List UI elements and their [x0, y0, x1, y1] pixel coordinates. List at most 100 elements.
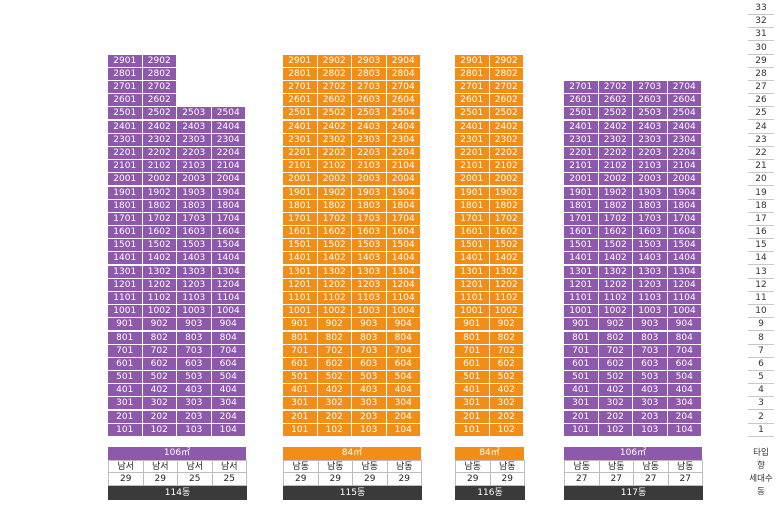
unit-cell[interactable]: 1802 — [317, 199, 352, 213]
unit-cell[interactable]: 2602 — [142, 94, 177, 108]
unit-cell[interactable]: 1602 — [489, 226, 524, 240]
unit-cell[interactable]: 2104 — [386, 160, 421, 174]
unit-cell[interactable]: 603 — [177, 357, 212, 371]
unit-cell[interactable]: 1602 — [317, 226, 352, 240]
unit-cell[interactable]: 1904 — [386, 186, 421, 200]
unit-cell[interactable]: 903 — [633, 318, 668, 332]
unit-cell[interactable]: 2304 — [211, 133, 246, 147]
unit-cell[interactable]: 1502 — [598, 239, 633, 253]
unit-cell[interactable]: 2402 — [317, 120, 352, 134]
unit-cell[interactable]: 1403 — [633, 252, 668, 266]
unit-cell[interactable]: 2301 — [564, 133, 599, 147]
unit-cell[interactable]: 2201 — [455, 146, 490, 160]
unit-cell[interactable]: 1601 — [564, 226, 599, 240]
unit-cell[interactable]: 503 — [352, 371, 387, 385]
unit-cell[interactable]: 202 — [317, 410, 352, 424]
unit-cell[interactable]: 1204 — [211, 278, 246, 292]
unit-cell[interactable]: 2201 — [564, 146, 599, 160]
unit-cell[interactable]: 2601 — [283, 94, 318, 108]
unit-cell[interactable]: 1701 — [283, 212, 318, 226]
unit-cell[interactable]: 1401 — [455, 252, 490, 266]
unit-cell[interactable]: 2301 — [283, 133, 318, 147]
unit-cell[interactable]: 302 — [142, 397, 177, 411]
unit-cell[interactable]: 1003 — [352, 305, 387, 319]
unit-cell[interactable]: 1704 — [386, 212, 421, 226]
unit-cell[interactable]: 2404 — [211, 120, 246, 134]
unit-cell[interactable]: 1703 — [177, 212, 212, 226]
unit-cell[interactable]: 1001 — [564, 305, 599, 319]
unit-cell[interactable]: 1804 — [211, 199, 246, 213]
unit-cell[interactable]: 2702 — [489, 81, 524, 95]
unit-cell[interactable]: 2303 — [633, 133, 668, 147]
unit-cell[interactable]: 404 — [211, 384, 246, 398]
unit-cell[interactable]: 1601 — [108, 226, 143, 240]
unit-cell[interactable]: 903 — [177, 318, 212, 332]
unit-cell[interactable]: 2501 — [455, 107, 490, 121]
unit-cell[interactable]: 804 — [211, 331, 246, 345]
unit-cell[interactable]: 2401 — [108, 120, 143, 134]
unit-cell[interactable]: 102 — [142, 423, 177, 437]
unit-cell[interactable]: 1201 — [564, 278, 599, 292]
unit-cell[interactable]: 1804 — [386, 199, 421, 213]
unit-cell[interactable]: 501 — [108, 371, 143, 385]
unit-cell[interactable]: 2702 — [142, 81, 177, 95]
unit-cell[interactable]: 2902 — [489, 54, 524, 68]
unit-cell[interactable]: 1702 — [598, 212, 633, 226]
unit-cell[interactable]: 1301 — [108, 265, 143, 279]
unit-cell[interactable]: 404 — [386, 384, 421, 398]
unit-cell[interactable]: 1603 — [352, 226, 387, 240]
unit-cell[interactable]: 202 — [598, 410, 633, 424]
unit-cell[interactable]: 2603 — [352, 94, 387, 108]
unit-cell[interactable]: 801 — [283, 331, 318, 345]
unit-cell[interactable]: 2102 — [598, 160, 633, 174]
unit-cell[interactable]: 1202 — [317, 278, 352, 292]
unit-cell[interactable]: 704 — [667, 344, 702, 358]
unit-cell[interactable]: 1001 — [455, 305, 490, 319]
unit-cell[interactable]: 902 — [598, 318, 633, 332]
unit-cell[interactable]: 1103 — [633, 291, 668, 305]
unit-cell[interactable]: 2602 — [598, 94, 633, 108]
unit-cell[interactable]: 1002 — [142, 305, 177, 319]
unit-cell[interactable]: 2701 — [564, 81, 599, 95]
unit-cell[interactable]: 1904 — [211, 186, 246, 200]
unit-cell[interactable]: 1203 — [352, 278, 387, 292]
unit-cell[interactable]: 1401 — [283, 252, 318, 266]
unit-cell[interactable]: 2802 — [142, 67, 177, 81]
unit-cell[interactable]: 803 — [633, 331, 668, 345]
unit-cell[interactable]: 904 — [386, 318, 421, 332]
unit-cell[interactable]: 2401 — [283, 120, 318, 134]
unit-cell[interactable]: 1501 — [564, 239, 599, 253]
unit-cell[interactable]: 1601 — [283, 226, 318, 240]
unit-cell[interactable]: 2703 — [633, 81, 668, 95]
unit-cell[interactable]: 2303 — [352, 133, 387, 147]
unit-cell[interactable]: 602 — [317, 357, 352, 371]
unit-cell[interactable]: 1202 — [598, 278, 633, 292]
unit-cell[interactable]: 1803 — [352, 199, 387, 213]
unit-cell[interactable]: 401 — [564, 384, 599, 398]
unit-cell[interactable]: 503 — [633, 371, 668, 385]
unit-cell[interactable]: 402 — [142, 384, 177, 398]
unit-cell[interactable]: 904 — [667, 318, 702, 332]
unit-cell[interactable]: 2901 — [108, 54, 143, 68]
unit-cell[interactable]: 2802 — [317, 67, 352, 81]
unit-cell[interactable]: 2102 — [317, 160, 352, 174]
unit-cell[interactable]: 602 — [598, 357, 633, 371]
unit-cell[interactable]: 2402 — [489, 120, 524, 134]
unit-cell[interactable]: 103 — [633, 423, 668, 437]
unit-cell[interactable]: 502 — [598, 371, 633, 385]
unit-cell[interactable]: 1703 — [633, 212, 668, 226]
unit-cell[interactable]: 2202 — [489, 146, 524, 160]
unit-cell[interactable]: 1903 — [352, 186, 387, 200]
unit-cell[interactable]: 203 — [177, 410, 212, 424]
unit-cell[interactable]: 1503 — [177, 239, 212, 253]
unit-cell[interactable]: 2301 — [455, 133, 490, 147]
unit-cell[interactable]: 402 — [489, 384, 524, 398]
unit-cell[interactable]: 2801 — [108, 67, 143, 81]
unit-cell[interactable]: 2502 — [142, 107, 177, 121]
unit-cell[interactable]: 604 — [211, 357, 246, 371]
unit-cell[interactable]: 1604 — [386, 226, 421, 240]
unit-cell[interactable]: 1504 — [386, 239, 421, 253]
unit-cell[interactable]: 2002 — [317, 173, 352, 187]
unit-cell[interactable]: 604 — [386, 357, 421, 371]
unit-cell[interactable]: 1003 — [633, 305, 668, 319]
